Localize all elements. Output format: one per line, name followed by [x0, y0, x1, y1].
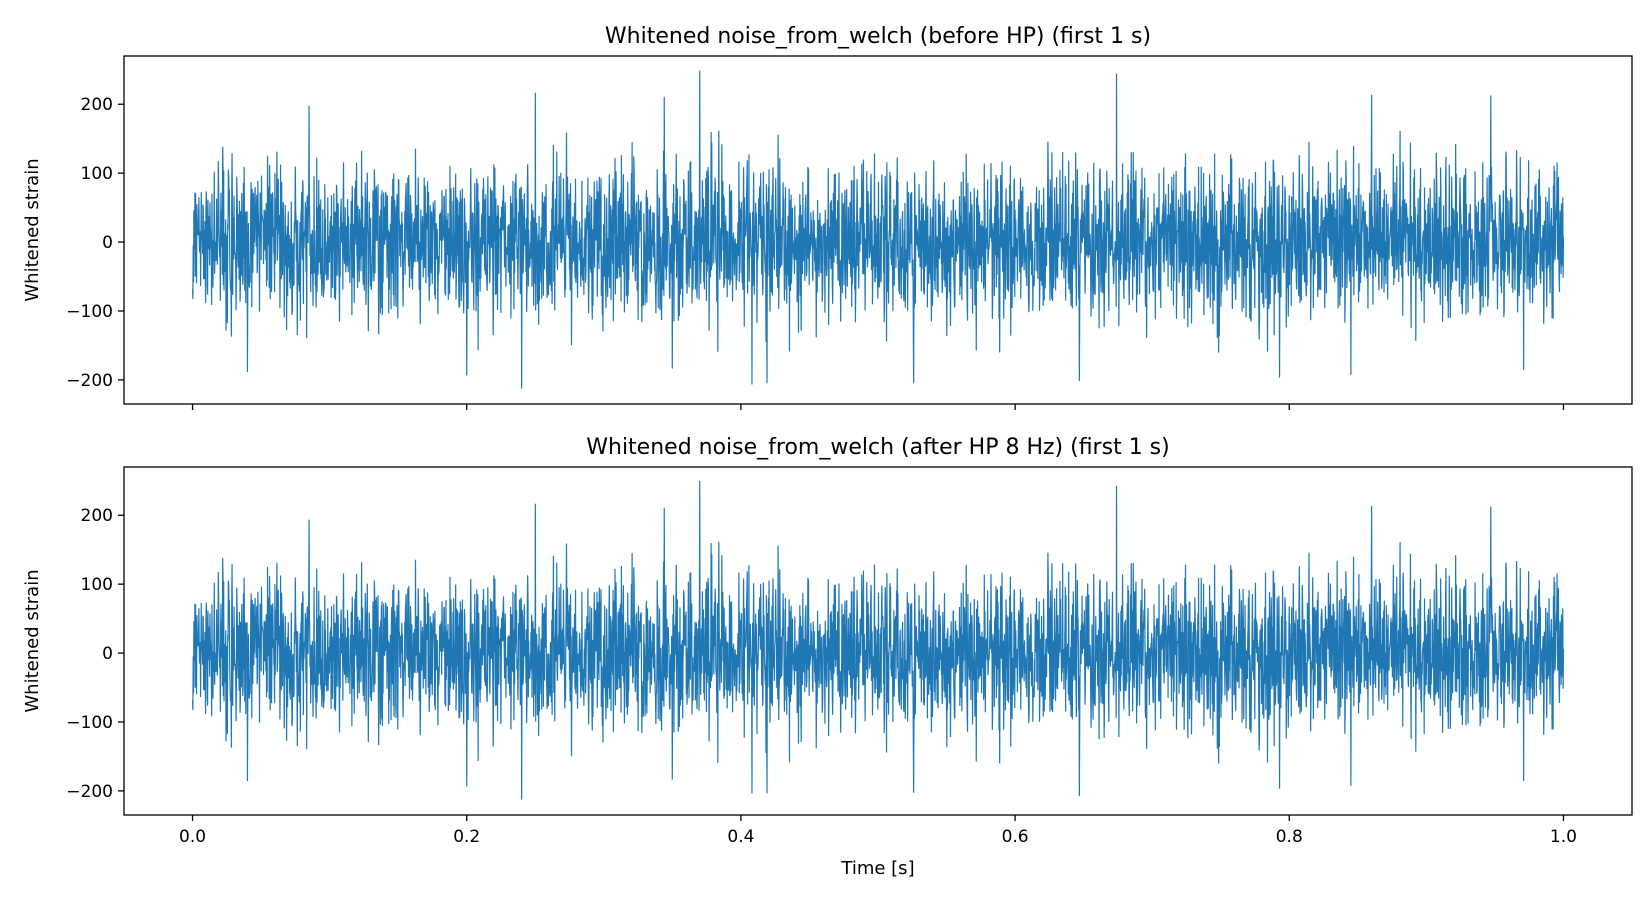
x-tick-label: 0.8 — [1276, 827, 1303, 847]
x-axis-label: Time [s] — [840, 858, 914, 879]
y-tick-label: 100 — [81, 575, 113, 595]
series-line — [191, 70, 1565, 389]
x-tick-label: 1.0 — [1550, 827, 1577, 847]
y-tick-label: −100 — [66, 302, 113, 322]
axes-frame — [123, 55, 1633, 405]
y-tick-label: −200 — [66, 782, 113, 802]
x-tick-label: 0.4 — [727, 827, 754, 847]
chart-title: Whitened noise_from_welch (after HP 8 Hz… — [586, 435, 1169, 460]
x-tick-label: 0.0 — [179, 827, 206, 847]
chart-panel-2: −200 −100 0 100 200 0.0 0.2 0.4 0.6 0.8 1.0 Whitene… — [22, 435, 1633, 879]
y-tick-label: 200 — [81, 95, 113, 115]
y-tick-label: 0 — [102, 233, 113, 253]
y-axis-label: Whitened strain — [22, 569, 43, 712]
y-tick-label: 100 — [81, 164, 113, 184]
y-axis-label: Whitened strain — [22, 158, 43, 301]
chart-title: Whitened noise_from_welch (before HP) (f… — [605, 24, 1151, 49]
chart-panel-1: −200 −100 0 100 200 Whitened noise_from_welch… — [22, 24, 1633, 410]
series-line — [191, 480, 1565, 800]
x-tick-label: 0.6 — [1002, 827, 1029, 847]
x-tick-label: 0.2 — [453, 827, 480, 847]
y-tick-label: 0 — [102, 644, 113, 664]
y-tick-label: 200 — [81, 506, 113, 526]
y-tick-label: −200 — [66, 371, 113, 391]
axes-frame — [123, 466, 1633, 816]
y-tick-label: −100 — [66, 713, 113, 733]
